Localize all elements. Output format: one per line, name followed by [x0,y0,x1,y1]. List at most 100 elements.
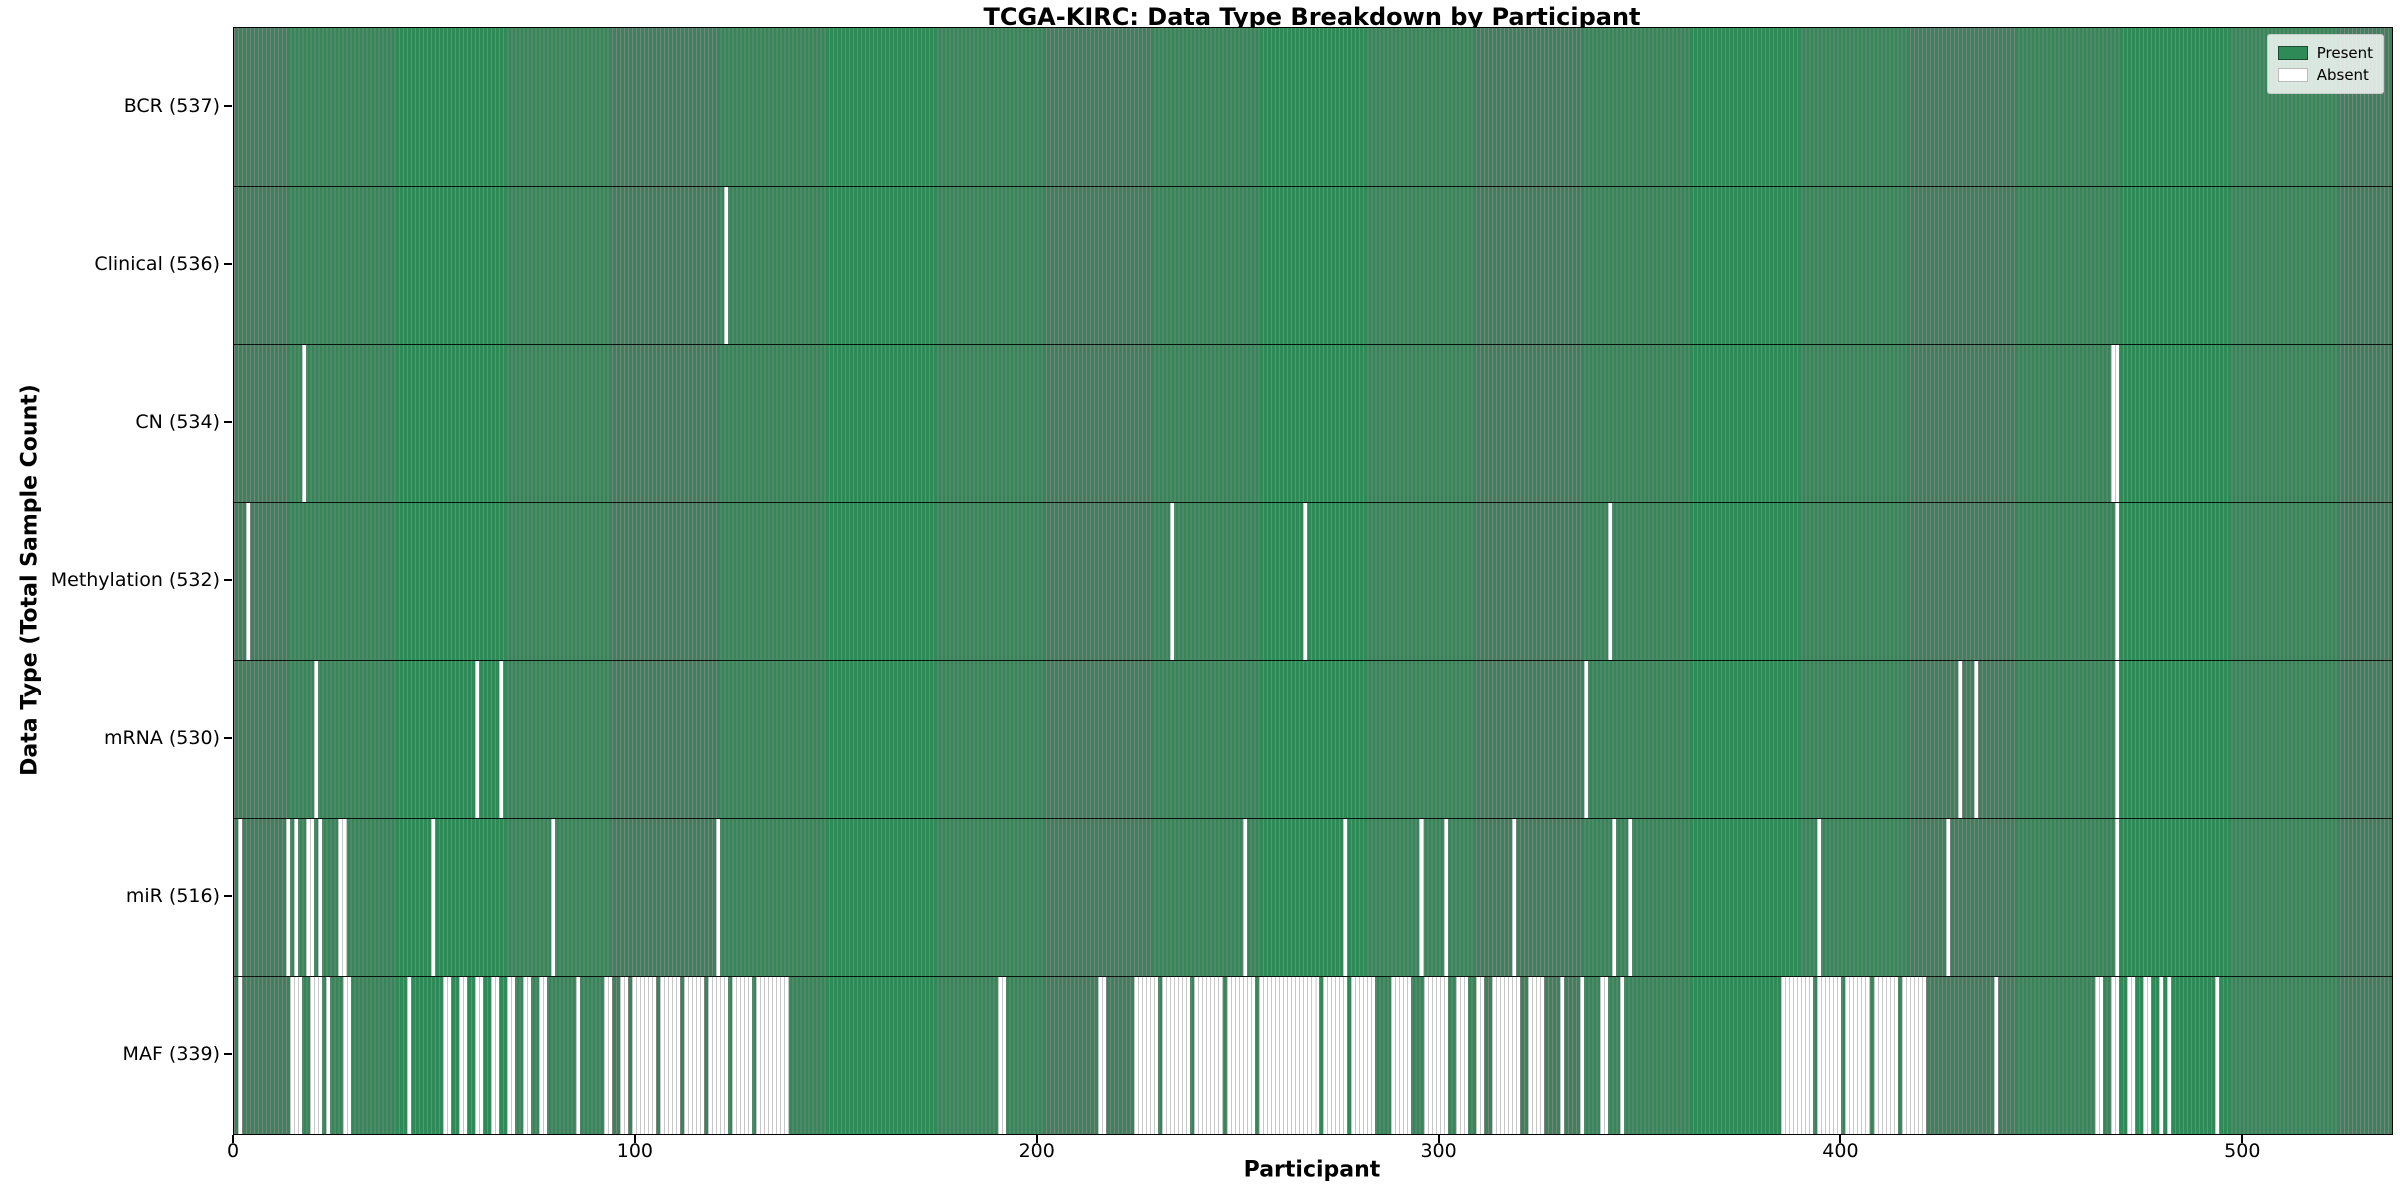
y-tick-label: miR (516) [125,885,220,907]
absent-stripe [1258,977,1319,1134]
x-tick-mark [232,1135,234,1143]
absent-stripe [507,977,516,1134]
y-tick-label: mRNA (530) [103,727,220,749]
absent-stripe [2110,977,2119,1134]
absent-stripe [294,819,299,976]
absent-stripe [1628,819,1633,976]
absent-stripe [238,977,243,1134]
absent-stripe [1873,977,1898,1134]
absent-stripe [290,977,303,1134]
absent-stripe [2110,345,2119,502]
absent-stripe [1845,977,1870,1134]
y-tick-label: CN (534) [135,411,220,433]
legend-present-swatch [2277,46,2308,60]
absent-stripe [302,345,307,502]
y-tick-mark [224,895,232,897]
legend-item-absent: Absent [2277,64,2373,86]
absent-stripe [1226,977,1255,1134]
absent-stripe [491,977,500,1134]
absent-stripe [442,977,451,1134]
absent-stripe [1608,503,1613,660]
absent-stripe [1491,977,1520,1134]
absent-stripe [342,977,351,1134]
absent-stripe [1511,819,1516,976]
absent-stripe [1162,977,1191,1134]
absent-stripe [1781,977,1814,1134]
chart-title: TCGA-KIRC: Data Type Breakdown by Partic… [983,3,1641,31]
absent-stripe [997,977,1006,1134]
y-tick-label: Methylation (532) [50,569,220,591]
absent-stripe [1901,977,1926,1134]
row-clinical [234,186,2392,344]
absent-stripe [326,977,331,1134]
absent-stripe [1527,977,1545,1134]
absent-stripe [406,977,411,1134]
absent-stripe [475,661,480,818]
absent-stripe [475,977,484,1134]
absent-stripe [1580,977,1585,1134]
absent-stripe [2114,661,2119,818]
x-tick-mark [1437,1135,1440,1143]
x-tick-mark [633,1135,636,1143]
plot-area: Present Absent [233,27,2393,1135]
absent-stripe [1443,819,1448,976]
x-tick-label: 300 [1420,1140,1457,1162]
y-tick-mark [224,421,232,423]
absent-stripe [314,661,319,818]
legend-absent-swatch [2277,68,2308,82]
absent-stripe [1170,503,1175,660]
absent-stripe [1612,819,1617,976]
x-tick-label: 100 [616,1140,653,1162]
x-axis-label: Participant [1243,1157,1381,1183]
row-methylation [234,502,2392,660]
absent-stripe [1419,819,1424,976]
absent-stripe [1994,977,1999,1134]
absent-stripe [551,819,556,976]
absent-stripe [724,187,729,344]
absent-stripe [1098,977,1107,1134]
absent-stripe [523,977,532,1134]
y-tick-label: BCR (537) [123,95,220,117]
absent-stripe [1343,819,1348,976]
x-tick-mark [2241,1135,2244,1143]
absent-stripe [1817,977,1842,1134]
absent-stripe [499,661,504,818]
absent-stripe [1455,977,1468,1134]
x-tick-mark [1839,1135,1842,1143]
absent-stripe [1584,661,1589,818]
y-tick-mark [224,579,232,581]
row-bcr [234,28,2392,186]
absent-stripe [619,977,628,1134]
absent-stripe [1817,819,1822,976]
absent-stripe [306,819,315,976]
x-tick-label: 0 [226,1140,240,1162]
legend-absent-label: Absent [2316,66,2369,84]
absent-stripe [2215,977,2220,1134]
absent-stripe [732,977,753,1134]
absent-stripe [539,977,548,1134]
row-cn [234,344,2392,502]
absent-stripe [1974,661,1979,818]
legend: Present Absent [2266,34,2384,94]
absent-stripe [1423,977,1448,1134]
absent-stripe [246,503,251,660]
absent-stripe [684,977,705,1134]
absent-stripe [2166,977,2171,1134]
y-tick-mark [224,1053,232,1055]
absent-stripe [318,819,323,976]
absent-stripe [1957,661,1962,818]
absent-stripe [659,977,681,1134]
absent-stripe [1475,977,1484,1134]
absent-stripe [310,977,323,1134]
absent-stripe [631,977,656,1134]
x-tick-mark [1035,1135,1038,1143]
x-tick-label: 400 [1822,1140,1859,1162]
absent-stripe [1302,503,1307,660]
absent-stripe [286,819,291,976]
absent-stripe [603,977,612,1134]
absent-stripe [2142,977,2151,1134]
absent-stripe [2114,819,2119,976]
absent-stripe [2114,503,2119,660]
legend-item-present: Present [2277,42,2373,64]
y-tick-label: MAF (339) [122,1043,220,1065]
